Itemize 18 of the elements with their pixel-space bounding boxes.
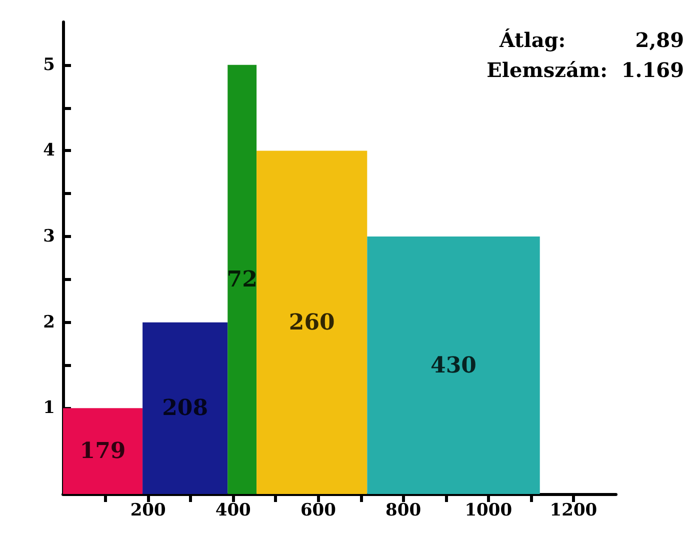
x-tick-label: 200 bbox=[130, 500, 166, 520]
annotation: 208 bbox=[162, 395, 208, 422]
annotation: Elemszám: 1.169 bbox=[486, 58, 684, 82]
annotation: 430 bbox=[430, 352, 476, 378]
annotation: Átlag: 2,89 bbox=[498, 28, 684, 52]
y-tick-label: 2 bbox=[43, 312, 55, 332]
x-tick-label: 600 bbox=[300, 500, 336, 520]
x-tick-label: 400 bbox=[215, 500, 252, 520]
x-tick-label: 800 bbox=[386, 500, 422, 520]
annotation: 72 bbox=[226, 266, 258, 292]
y-tick-label: 1 bbox=[43, 398, 55, 418]
y-tick-label: 5 bbox=[43, 54, 55, 75]
x-tick-label: 1000 bbox=[464, 500, 512, 520]
y-tick-label: 3 bbox=[43, 226, 55, 247]
annotation: 179 bbox=[80, 438, 126, 464]
annotation: 260 bbox=[288, 309, 335, 336]
x-tick-label: 1200 bbox=[550, 500, 598, 520]
y-tick-label: 4 bbox=[43, 140, 56, 161]
